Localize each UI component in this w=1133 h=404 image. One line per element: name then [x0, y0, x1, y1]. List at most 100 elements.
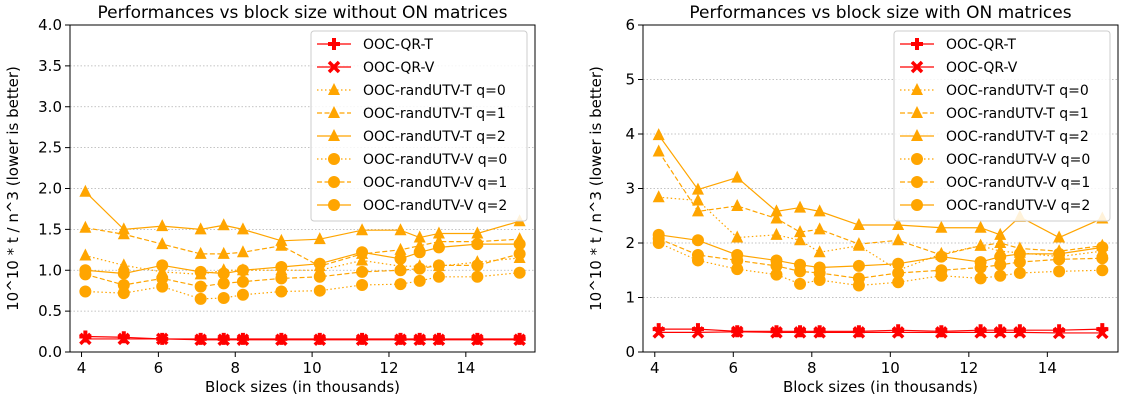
legend-label: OOC-QR-T	[946, 37, 1016, 53]
series-5	[79, 184, 526, 246]
data-point	[356, 253, 369, 266]
x-tick-label: 6	[154, 359, 164, 377]
data-point	[394, 252, 407, 265]
y-tick-label: 5	[625, 71, 635, 89]
data-point	[974, 220, 987, 233]
data-point	[852, 272, 865, 285]
plot-frame	[642, 24, 1119, 353]
data-point	[236, 245, 249, 258]
data-point	[432, 270, 445, 283]
legend-label: OOC-randUTV-T q=0	[946, 83, 1089, 99]
series-8	[79, 238, 526, 280]
y-tick-label: 0.5	[38, 302, 62, 320]
legend-label: OOC-randUTV-T q=1	[946, 106, 1089, 122]
data-point	[432, 241, 445, 254]
data-point	[236, 264, 249, 277]
data-point	[793, 326, 807, 339]
legend-label: OOC-randUTV-V q=2	[363, 198, 507, 214]
data-point	[275, 260, 288, 273]
data-point	[911, 129, 923, 141]
data-point	[471, 333, 484, 346]
data-point	[328, 176, 340, 188]
x-tick-label: 8	[230, 359, 240, 377]
data-point	[194, 265, 207, 278]
y-tick-label: 3.5	[38, 57, 62, 75]
data-point	[731, 263, 744, 276]
x-axis-label: Block sizes (in thousands)	[783, 378, 978, 396]
data-point	[892, 257, 905, 270]
legend-label: OOC-randUTV-T q=2	[363, 129, 506, 145]
data-point	[117, 278, 130, 291]
data-point	[79, 332, 92, 346]
data-point	[79, 220, 92, 233]
data-point	[813, 326, 826, 339]
data-point	[911, 176, 923, 188]
data-point	[394, 333, 407, 346]
data-point	[691, 193, 704, 206]
series-7	[79, 247, 526, 293]
y-axis-label: 10^10 * t / n^3 (lower is better)	[4, 66, 22, 311]
x-tick-label: 6	[729, 359, 739, 377]
legend-label: OOC-randUTV-V q=0	[946, 152, 1090, 168]
data-point	[730, 325, 744, 339]
legend-label: OOC-randUTV-V q=0	[363, 152, 507, 168]
data-point	[770, 326, 783, 339]
data-point	[513, 238, 526, 251]
data-point	[935, 220, 948, 233]
data-point	[117, 258, 130, 271]
data-point	[217, 267, 230, 280]
data-point	[691, 234, 704, 247]
y-tick-label: 1.5	[38, 220, 62, 238]
data-point	[275, 285, 288, 298]
y-tick-label: 2	[625, 234, 635, 252]
x-tick-label: 4	[77, 359, 87, 377]
data-point	[1052, 326, 1066, 340]
data-point	[513, 266, 526, 279]
data-point	[236, 222, 249, 235]
y-tick-label: 3.0	[38, 98, 62, 116]
data-point	[356, 278, 369, 291]
data-point	[994, 269, 1007, 282]
data-point	[328, 199, 340, 211]
data-point	[652, 323, 665, 336]
legend-box	[310, 30, 528, 222]
data-point	[313, 284, 326, 297]
data-point	[770, 268, 783, 281]
data-point	[1013, 326, 1027, 339]
data-point	[217, 292, 230, 305]
x-tick-label: 12	[379, 359, 398, 377]
legend-label: OOC-randUTV-T q=0	[363, 83, 506, 99]
y-tick-label: 4.0	[38, 16, 62, 34]
data-point	[911, 106, 923, 118]
data-point	[356, 246, 369, 259]
data-point	[891, 326, 905, 339]
data-point	[394, 223, 407, 236]
data-point	[770, 227, 783, 240]
data-point	[471, 238, 484, 251]
series-1	[79, 330, 526, 345]
data-point	[910, 60, 924, 74]
data-point	[194, 280, 207, 293]
data-point	[413, 230, 426, 243]
legend-label: OOC-randUTV-V q=1	[363, 175, 507, 191]
data-point	[275, 233, 288, 246]
data-point	[313, 257, 326, 270]
data-point	[413, 274, 426, 287]
data-point	[471, 259, 484, 272]
y-tick-label: 3	[625, 180, 635, 198]
x-tick-label: 4	[650, 359, 660, 377]
data-point	[794, 225, 807, 238]
data-point	[1096, 323, 1109, 336]
data-point	[652, 190, 665, 203]
data-point	[217, 246, 230, 259]
chart-panel-1: 0.0 0.5 1.0 1.5 2.0 2.5 3.0 3.5 4.0 4 6 8 10 12 14 Perf…	[4, 3, 536, 396]
data-point	[935, 326, 948, 339]
data-point	[770, 254, 783, 267]
legend-label: OOC-QR-T	[363, 37, 433, 53]
data-point	[1053, 247, 1066, 260]
data-point	[974, 238, 987, 251]
data-point	[794, 200, 807, 213]
series-line	[85, 243, 520, 275]
data-point	[413, 262, 426, 275]
